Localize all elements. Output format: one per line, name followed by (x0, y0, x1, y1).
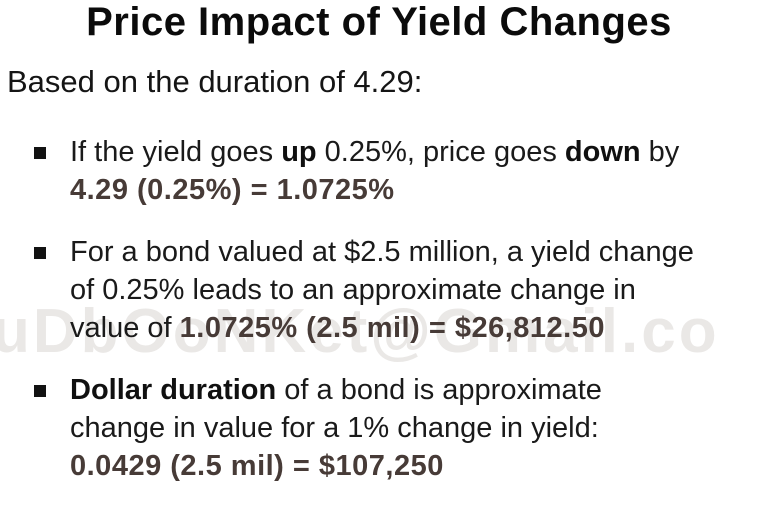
bullet-text-segment: of 0.25% leads to an approximate change … (70, 274, 636, 306)
bullet-item: Dollar duration of a bond is approximate… (0, 371, 754, 485)
watermark-text: uDbOoNKet@Gmail.co (0, 297, 720, 366)
bullet-text-segment: 4.29 (0.25%) = 1.0725% (70, 174, 395, 206)
slide-title: Price Impact of Yield Changes (86, 0, 672, 44)
bullet-square-icon (34, 385, 46, 397)
bullet-list: If the yield goes up 0.25%, price goes d… (0, 133, 754, 509)
bullet-square-icon (34, 147, 46, 159)
bullet-text-segment: down (564, 136, 641, 168)
bullet-text-segment: by (640, 136, 680, 168)
bullet-text-segment: 0.25%, price goes (316, 136, 565, 168)
bullet-square-icon (34, 247, 46, 259)
bullet-text-segment: If the yield goes (70, 136, 282, 168)
bullet-item: For a bond valued at $2.5 million, a yie… (0, 233, 754, 347)
lead-text: Based on the duration of 4.29: (7, 64, 423, 99)
bullet-text-segment: 1.0725% (2.5 mil) = $26,812.50 (179, 312, 605, 344)
bullet-text-segment: Dollar duration (70, 374, 277, 406)
bullet-text-segment: change in value for a 1% change in yield… (70, 412, 599, 444)
bullet-text-segment: For a bond valued at $2.5 million, a yie… (70, 236, 694, 268)
bullet-text-segment: value of (70, 312, 180, 344)
slide: uDbOoNKet@Gmail.co Price Impact of Yield… (0, 0, 720, 482)
bullet-text-segment: of a bond is approximate (276, 374, 602, 406)
bullet-item: If the yield goes up 0.25%, price goes d… (0, 133, 754, 209)
bullet-text-segment: up (281, 136, 317, 168)
bullet-text-segment: 0.0429 (2.5 mil) = $107,250 (70, 450, 444, 482)
